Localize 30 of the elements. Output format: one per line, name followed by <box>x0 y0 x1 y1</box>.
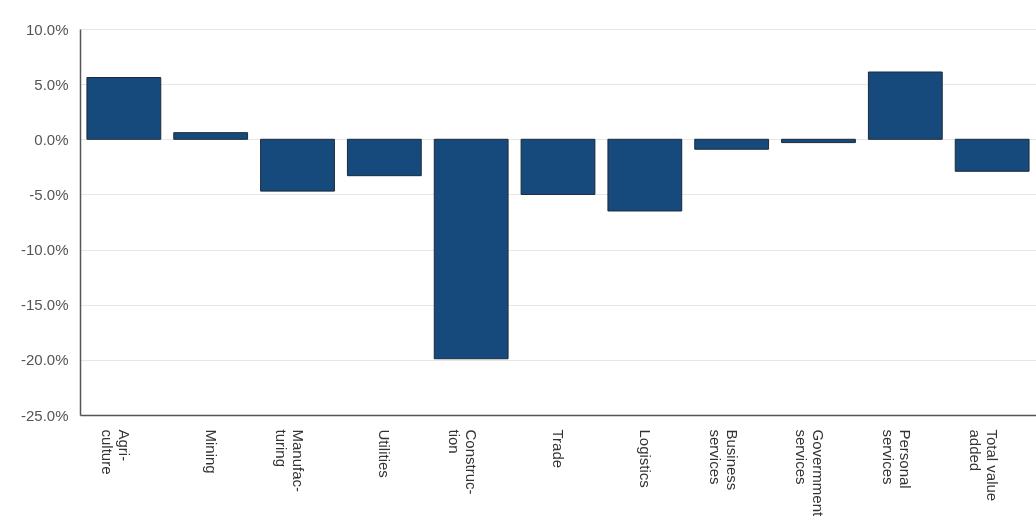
y-tick-label: -25.0% <box>20 406 69 424</box>
y-tick-label: 5.0% <box>34 75 69 93</box>
x-tick-label: Agri- culture <box>98 429 133 475</box>
x-tick-label: Govermment services <box>793 429 828 518</box>
x-tick-label: Manufac- turing <box>272 429 307 493</box>
bar <box>346 138 422 177</box>
bar <box>173 132 249 140</box>
bar <box>781 138 856 144</box>
x-tick-label: Business services <box>706 429 741 491</box>
x-tick-label: Construc- tion <box>446 429 481 495</box>
bar <box>867 71 943 140</box>
y-tick-label: 0.0% <box>34 130 69 148</box>
y-tick-label: 10.0% <box>25 20 69 38</box>
bar <box>607 138 683 212</box>
x-tick-label: Total value added <box>967 429 1002 502</box>
bar <box>520 138 596 195</box>
bar <box>954 138 1030 172</box>
y-tick-label: -5.0% <box>29 185 69 203</box>
y-tick-label: -20.0% <box>20 351 69 369</box>
y-tick-label: -10.0% <box>20 241 69 259</box>
x-tick-label: Trade <box>550 429 567 469</box>
bar <box>433 138 509 360</box>
y-tick-label: -15.0% <box>20 296 69 314</box>
bar <box>694 138 770 150</box>
x-tick-label: Mining <box>202 429 220 474</box>
x-tick-label: Personal services <box>880 429 915 489</box>
bar <box>86 77 162 140</box>
x-tick-label: Logistics <box>636 429 654 488</box>
bar <box>260 138 335 192</box>
x-tick-label: Utilities <box>376 429 394 478</box>
